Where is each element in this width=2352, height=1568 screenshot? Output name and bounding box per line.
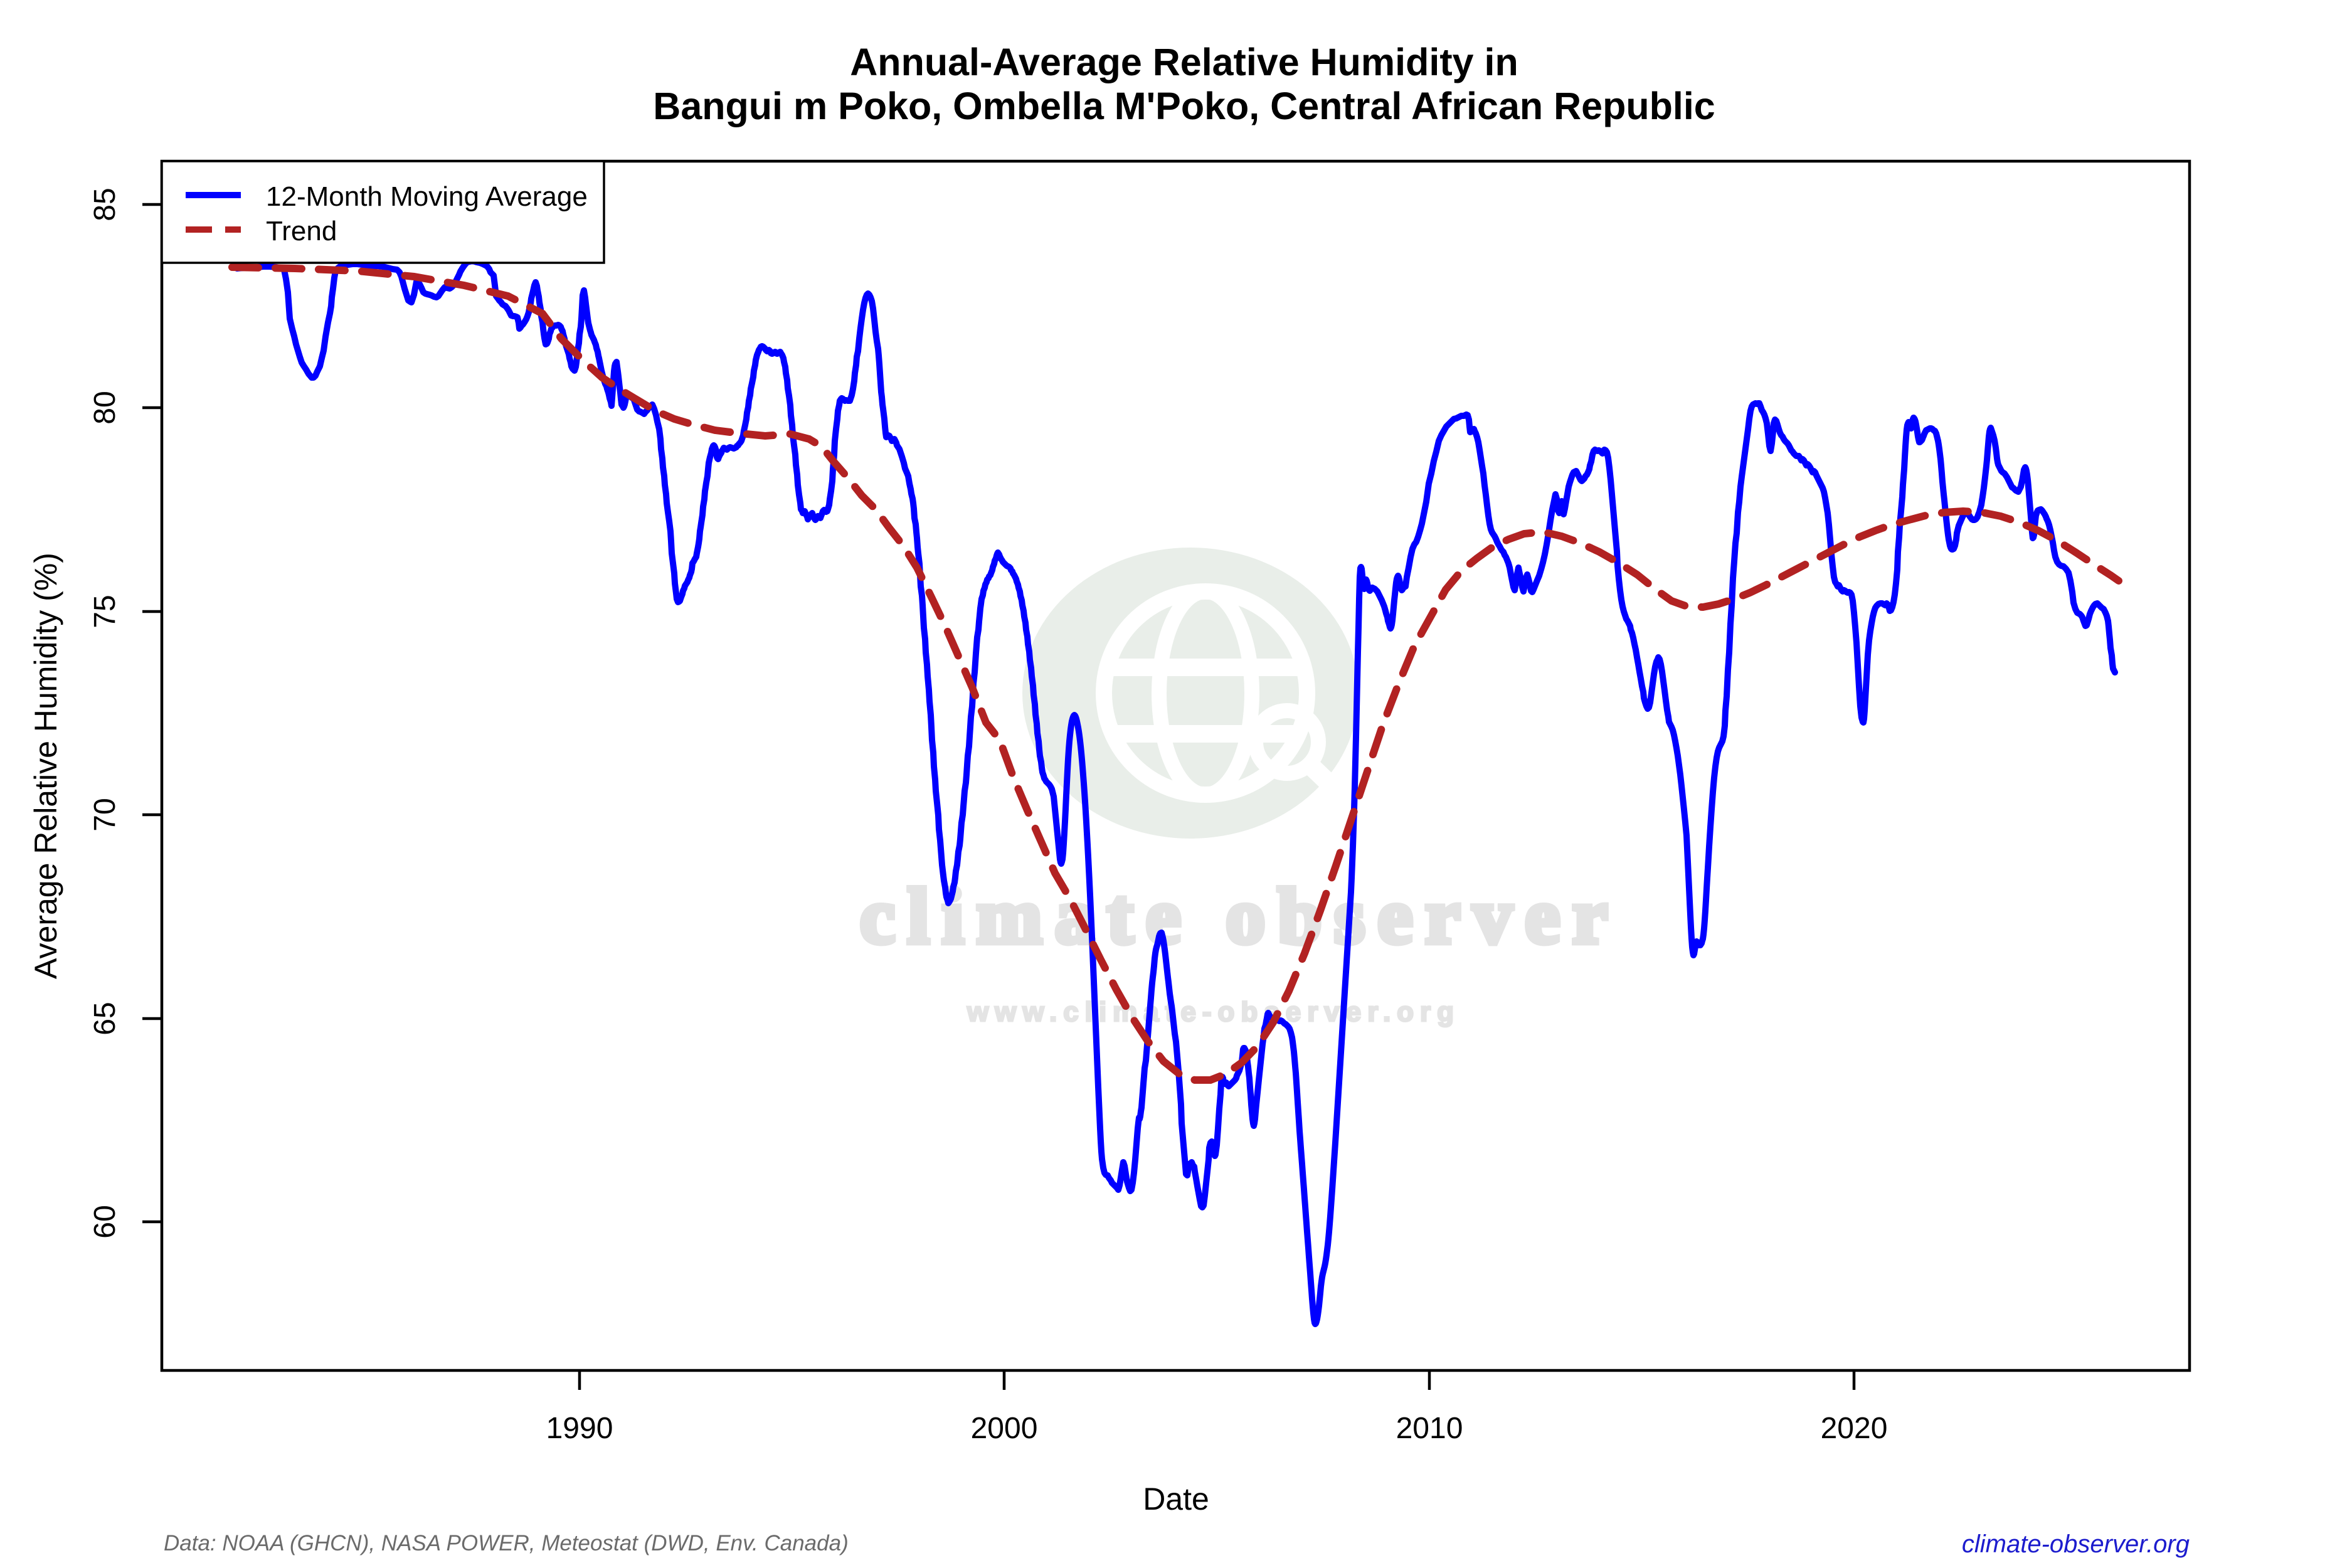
svg-text:70: 70 [88, 798, 122, 831]
svg-text:Trend: Trend [266, 216, 337, 246]
svg-text:65: 65 [88, 1002, 122, 1035]
svg-text:Average Relative Humidity (%): Average Relative Humidity (%) [28, 553, 63, 979]
svg-text:climate-observer.org: climate-observer.org [1962, 1530, 2190, 1558]
svg-text:80: 80 [88, 391, 122, 424]
svg-text:75: 75 [88, 595, 122, 628]
svg-text:Annual-Average Relative Humidi: Annual-Average Relative Humidity in [850, 41, 1518, 83]
svg-text:12-Month Moving Average: 12-Month Moving Average [266, 181, 588, 212]
svg-text:1990: 1990 [546, 1412, 613, 1445]
svg-text:Bangui m Poko, Ombella M'Poko,: Bangui m Poko, Ombella M'Poko, Central A… [653, 85, 1715, 127]
svg-text:2010: 2010 [1396, 1412, 1463, 1445]
svg-text:2020: 2020 [1821, 1412, 1888, 1445]
svg-text:Data: NOAA (GHCN), NASA POWER,: Data: NOAA (GHCN), NASA POWER, Meteostat… [164, 1531, 849, 1555]
svg-text:Date: Date [1143, 1481, 1209, 1517]
svg-text:www.climate-observer.org: www.climate-observer.org [967, 997, 1460, 1027]
svg-text:climate observer: climate observer [860, 873, 1620, 960]
svg-text:2000: 2000 [971, 1412, 1038, 1445]
svg-text:60: 60 [88, 1205, 122, 1238]
svg-text:85: 85 [88, 188, 122, 221]
